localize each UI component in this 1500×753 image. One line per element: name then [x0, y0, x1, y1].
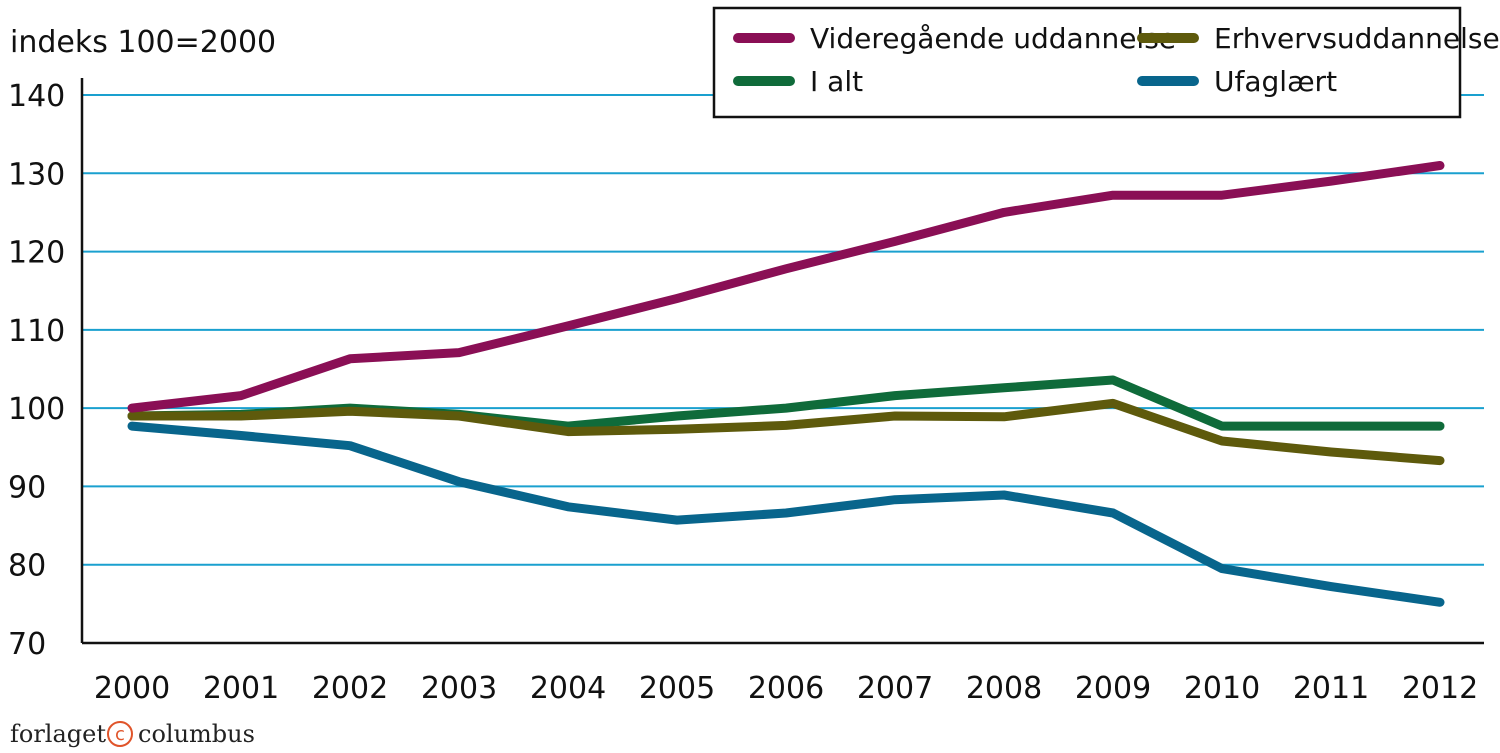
x-tick-label: 2007: [857, 671, 933, 706]
legend-box: [712, 6, 1462, 119]
x-tick-label: 2002: [312, 671, 388, 706]
series-line-ufaglært: [127, 421, 1445, 607]
y-tick-label: 90: [8, 470, 46, 505]
legend-label: Videregående uddannelse: [810, 22, 1176, 55]
legend: Videregående uddannelse Erhvervsuddannels…: [712, 6, 1500, 119]
x-tick-label: 2009: [1075, 671, 1151, 706]
axes: [80, 78, 1484, 645]
x-tick-label: 2005: [639, 671, 715, 706]
y-tick-label: 130: [8, 157, 65, 192]
credit-right: columbus: [138, 720, 255, 748]
x-tick-labels: 2000 2001 2002 2003 2004 2005 2006 2007 2008 2009…: [94, 671, 1478, 706]
y-tick-label: 120: [8, 236, 65, 271]
gridlines: [82, 94, 1484, 566]
x-tick-label: 2001: [203, 671, 279, 706]
y-tick-label: 140: [8, 79, 65, 114]
y-tick-label: 80: [8, 549, 46, 584]
series-lines: [127, 161, 1445, 607]
legend-label: I alt: [810, 65, 863, 98]
y-tick-label: 100: [8, 392, 65, 427]
credit-left: forlaget: [10, 720, 106, 748]
y-tick-label: 70: [8, 627, 46, 662]
legend-label: Erhvervsuddannelse: [1214, 22, 1500, 55]
x-tick-label: 2011: [1293, 671, 1369, 706]
legend-label: Ufaglært: [1214, 65, 1337, 98]
publisher-credit: forlaget c columbus: [10, 720, 255, 748]
copyright-circle-icon: [107, 721, 133, 747]
x-tick-label: 2006: [748, 671, 824, 706]
x-tick-label: 2000: [94, 671, 170, 706]
y-unit-label: indeks 100=2000: [10, 25, 276, 60]
x-tick-label: 2004: [530, 671, 606, 706]
series-line-i-alt: [127, 375, 1445, 431]
x-tick-label: 2003: [421, 671, 497, 706]
x-tick-label: 2012: [1402, 671, 1478, 706]
y-tick-label: 110: [8, 314, 65, 349]
x-tick-label: 2010: [1184, 671, 1260, 706]
y-tick-labels: 70 80 90 100 110 120 130 140: [8, 79, 65, 662]
x-tick-label: 2008: [966, 671, 1042, 706]
series-line-videregående-uddannelse: [127, 161, 1445, 413]
series-line-erhvervsuddannelse: [127, 398, 1445, 466]
credit-mark: c: [115, 724, 125, 745]
